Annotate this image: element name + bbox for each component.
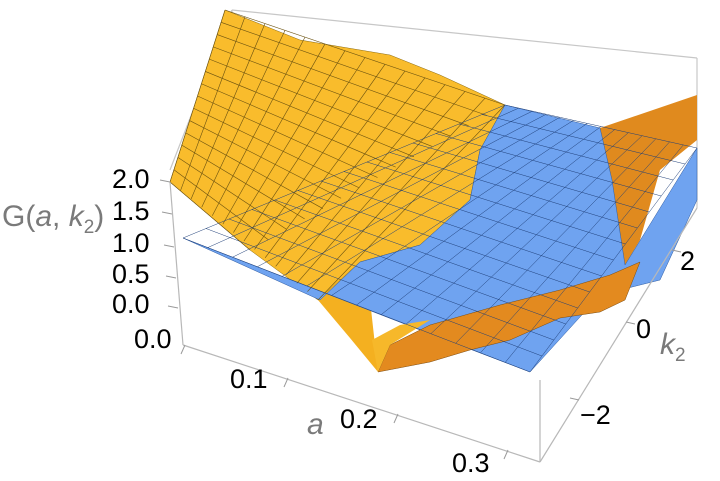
x-tick-label: 0.2 [340,404,378,434]
mesh-line [181,144,305,220]
mesh-line [190,23,266,199]
mesh-line [180,16,246,191]
x-tick-label: 0.1 [230,364,268,394]
mesh-line [197,95,378,178]
mesh-line [286,84,446,275]
box-edge [231,9,698,59]
x-axis-ticks: 0.1 0.2 0.3 [230,364,490,478]
z-tick [163,244,175,248]
mesh-line [212,37,306,216]
x-axis-label: a [307,408,324,441]
y-axis-ticks: 2 0 −2 [580,246,695,430]
axis-ticks [159,179,682,460]
mesh-line [209,58,433,147]
mesh-line [481,114,686,165]
x-tick [503,449,509,460]
x-tick [393,413,399,424]
mesh-line [264,70,406,259]
mesh-line [185,132,324,209]
surface-orange-corner [600,95,697,265]
mesh-line [205,71,415,158]
mesh-line [205,228,543,357]
z-tick [161,211,173,215]
mesh-line [201,30,286,208]
mesh-line [366,161,626,245]
z-tick-label: 0.0 [112,289,150,319]
y-tick-label: 0 [636,314,651,344]
x-tick [283,377,289,388]
mesh-line [177,157,287,230]
mesh-line [217,34,469,126]
mesh-line [504,104,698,149]
mesh-line [228,218,554,341]
y-axis-label: k2 [660,328,686,366]
mesh-line [435,133,662,197]
mesh-line [189,120,342,199]
surface-mesh [169,9,698,373]
mesh-line [275,77,426,267]
mesh-line [343,171,614,261]
mesh-line [213,46,451,137]
z-tick-label: 1.0 [112,228,150,258]
z-axis-ticks: 2.0 1.5 1.0 0.5 0.0 0.0 [112,164,172,354]
mesh-line [458,123,674,181]
mesh-line [169,9,226,183]
mesh-line [220,22,487,116]
z-tick-label: 2.0 [112,164,150,194]
mesh-line [251,209,566,325]
mesh-line [233,50,346,233]
z-tick [165,275,177,279]
mesh-line [296,91,466,284]
box-edge [169,181,184,346]
bounding-box-front [169,181,698,463]
function-surface-front [372,261,641,373]
y-tick [569,397,580,401]
y-tick-label: −2 [580,400,611,430]
z-tick-label: 0.5 [112,259,150,289]
surface-yellow-fold [372,320,430,372]
z-tick [159,179,171,183]
mesh-line [182,237,531,373]
mesh-line [412,142,650,213]
x-tick-label: 0.0 [134,324,172,354]
mesh-line [243,57,366,242]
x-tick-label: 0.3 [452,448,490,478]
mesh-line [274,199,578,309]
mesh-line [222,43,326,225]
mesh-line [320,180,602,277]
mesh-line [169,181,251,251]
mesh-line [193,108,360,189]
z-axis-label: G(a, k2) [2,200,104,238]
box-edge [182,344,541,463]
z-tick [167,305,179,309]
box-edge [539,207,698,463]
y-tick-label: 2 [680,246,695,276]
y-tick [671,249,682,253]
y-tick [625,321,636,325]
mesh-line [297,190,590,293]
x-tick [180,344,186,355]
mesh-line [389,152,638,229]
surface-orange-fold [377,261,641,373]
z-tick-label: 1.5 [112,196,150,226]
